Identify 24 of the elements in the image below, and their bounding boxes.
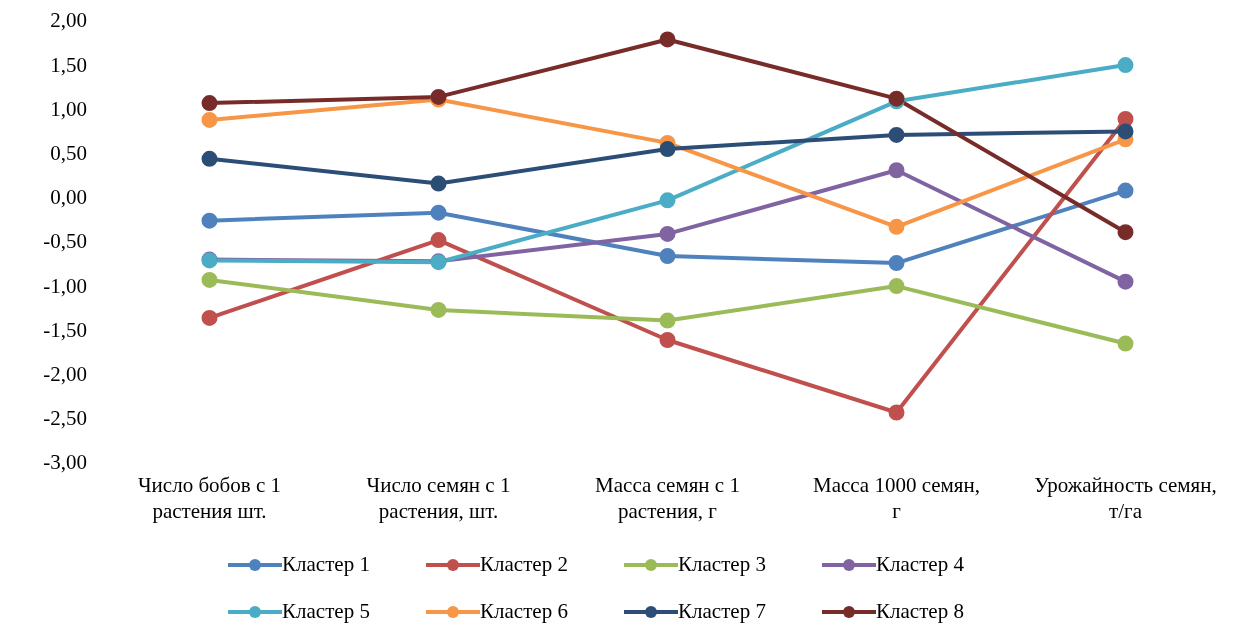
x-tick-label: Число бобов с 1 растения шт. xyxy=(137,473,282,523)
y-tick-label: 1,50 xyxy=(50,52,87,77)
y-tick-label: -3,00 xyxy=(43,450,87,475)
legend-label: Кластер 6 xyxy=(480,599,568,624)
y-tick-label: -1,00 xyxy=(43,273,87,298)
y-tick-label: 0,00 xyxy=(50,185,87,210)
y-tick-label: -1,50 xyxy=(43,317,87,342)
y-tick-label: -2,50 xyxy=(43,406,87,431)
y-tick-label: -0,50 xyxy=(43,229,87,254)
y-tick-label: -2,00 xyxy=(43,362,87,387)
x-tick-label: Масса 1000 семян, г xyxy=(812,473,981,523)
x-tick-label: Урожайность семян, т/га xyxy=(1034,473,1217,523)
legend-label: Кластер 3 xyxy=(678,552,766,577)
legend-label: Кластер 5 xyxy=(282,599,370,624)
legend-label: Кластер 8 xyxy=(876,599,964,624)
legend-label: Кластер 4 xyxy=(876,552,964,577)
y-tick-label: 2,00 xyxy=(50,8,87,33)
x-tick-label: Масса семян с 1 растения, г xyxy=(595,473,740,523)
y-tick-label: 0,50 xyxy=(50,141,87,166)
legend-label: Кластер 1 xyxy=(282,552,370,577)
legend-label: Кластер 2 xyxy=(480,552,568,577)
legend-label: Кластер 7 xyxy=(678,599,766,624)
y-tick-label: 1,00 xyxy=(50,96,87,121)
x-tick-label: Число семян с 1 растения, шт. xyxy=(366,473,511,523)
